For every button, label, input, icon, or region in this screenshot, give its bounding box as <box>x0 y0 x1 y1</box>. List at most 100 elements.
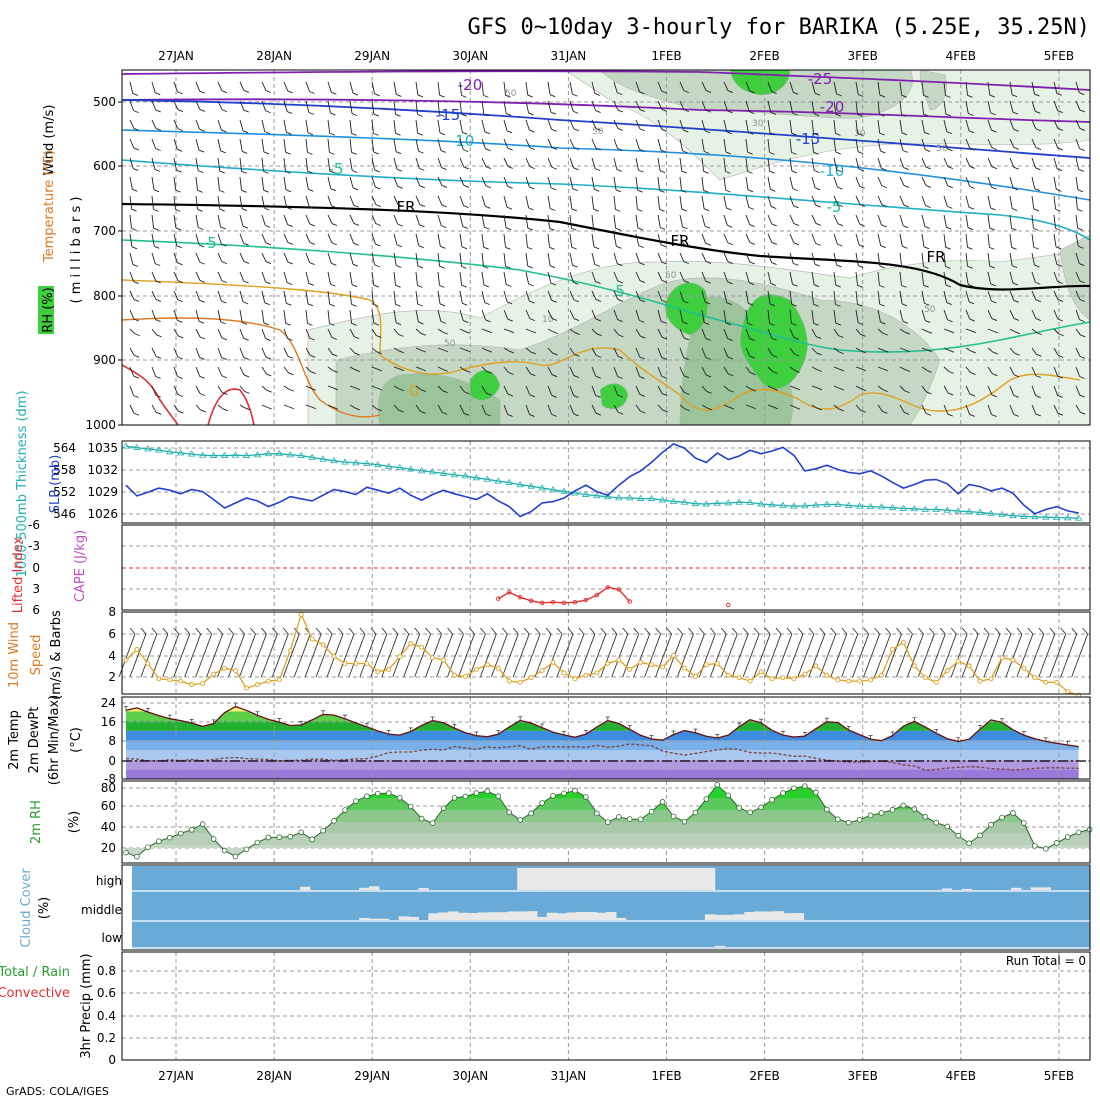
rh2m-point <box>769 797 775 803</box>
rh2m-point <box>429 820 436 826</box>
wind10m-point <box>638 659 644 665</box>
cloud-cell <box>596 912 607 920</box>
rh2m-point <box>418 815 425 822</box>
lifted-index-point <box>517 595 523 600</box>
rh2m-point <box>692 809 699 816</box>
contour-label: -10 <box>450 132 475 150</box>
rh2m-point <box>473 790 480 796</box>
wind10m-point <box>901 640 906 645</box>
thickness-point <box>1053 513 1061 520</box>
wind10m-markers <box>123 611 1082 698</box>
wind10m-point <box>692 673 698 679</box>
thickness-point <box>768 501 776 508</box>
bottom-date-label: 31JAN <box>551 1069 587 1083</box>
thickness-point <box>308 453 316 460</box>
cloud-cover-label: Cloud Cover <box>19 868 34 948</box>
lifted-index-point <box>561 600 567 606</box>
cloud-cell <box>773 911 785 920</box>
wind10m-point <box>309 636 315 642</box>
contour-label: FR <box>926 248 945 266</box>
cloud-cell <box>586 911 597 920</box>
rh2m-point <box>736 805 742 811</box>
cloud-cell <box>359 917 370 920</box>
thickness-point <box>691 499 700 507</box>
rh2m-point <box>802 783 808 789</box>
lifted-index-series-line <box>498 587 728 605</box>
rh2m-point <box>977 832 983 839</box>
lifted-index-point <box>507 590 512 595</box>
wind10m-point <box>375 669 381 675</box>
wind10m-point <box>857 678 863 684</box>
rh2m-point <box>232 853 239 860</box>
thickness-point <box>943 506 951 513</box>
wind10m-series-line <box>125 612 1079 696</box>
cloud-cell <box>685 868 696 890</box>
contour-label: -15 <box>796 130 821 148</box>
top-date-label: 27JAN <box>158 49 194 63</box>
wind10m-point <box>200 681 206 686</box>
lifted-index-point <box>594 592 600 598</box>
wind10m-point <box>243 685 249 691</box>
temp2m-minmax-whiskers <box>124 702 1070 747</box>
rh2m-point <box>210 836 217 842</box>
cloud-cell <box>655 868 666 890</box>
rh2m-point <box>758 804 764 811</box>
rh2m-point <box>145 844 151 850</box>
rh-contour-label: 50 <box>592 127 604 137</box>
cloud-levels-axis: high middle low <box>81 874 122 945</box>
slp-tick: 1032 <box>87 463 118 477</box>
cloud-cell <box>1010 887 1022 890</box>
temp2m-tick: 8 <box>108 734 116 748</box>
wind10m-point <box>824 672 830 678</box>
rh-contour-label: 50 <box>665 271 677 281</box>
thickness-point <box>593 491 601 499</box>
cloud-cell <box>507 911 518 920</box>
thickness-point <box>615 494 623 501</box>
wind10m-point <box>802 671 808 677</box>
dewpoint-series-line <box>125 743 1079 771</box>
rh2m-point <box>922 814 929 820</box>
rh2m-point <box>648 808 655 815</box>
wind10m-point <box>430 655 436 661</box>
contour-label: -5 <box>329 160 344 178</box>
wind10m-point <box>769 676 775 682</box>
thickness-point <box>812 501 820 508</box>
thickness-point <box>965 507 973 515</box>
bottom-date-label: 29JAN <box>354 1069 390 1083</box>
cloud-cover-units: (%) <box>37 897 52 920</box>
rh2m-point <box>451 795 458 801</box>
axis-tick-label: 700 <box>93 224 116 238</box>
cloud-cell <box>448 911 459 920</box>
precip-axis: 0.8 0.6 0.4 0.2 0 <box>97 964 116 1067</box>
cloud-cell <box>527 868 538 890</box>
cloud-cell <box>497 912 508 920</box>
rh2m-point <box>440 805 447 811</box>
top-date-label: 2FEB <box>749 49 779 63</box>
cloud-cell <box>477 912 489 920</box>
wind10m-point <box>353 661 359 666</box>
rh2m-point <box>955 832 961 839</box>
lifted-index-point <box>726 602 731 608</box>
cloud-level-label: middle <box>81 903 122 917</box>
cloud-cell <box>467 912 479 920</box>
thickness-point <box>538 484 546 491</box>
thickness-point <box>253 451 262 458</box>
cloud-cell <box>359 887 370 890</box>
rh2m-point <box>747 809 753 816</box>
thickness-point <box>1042 513 1050 520</box>
wind10m-point <box>134 647 140 652</box>
thickness-point <box>187 450 196 457</box>
thickness-point <box>1063 514 1072 521</box>
thickness-point <box>998 510 1006 518</box>
rh2m-point <box>484 788 491 794</box>
thickness-point <box>647 494 656 501</box>
wind10m-point <box>528 675 534 681</box>
thickness-point <box>1074 514 1083 521</box>
wind10m-point <box>287 648 293 654</box>
thickness-point <box>976 508 984 515</box>
thickness-point <box>888 503 897 511</box>
rh2m-point <box>1075 829 1082 836</box>
thickness-point <box>297 451 305 458</box>
thickness-point <box>341 458 349 465</box>
wind10m-label-3: (m/s) & Barbs <box>49 610 64 700</box>
